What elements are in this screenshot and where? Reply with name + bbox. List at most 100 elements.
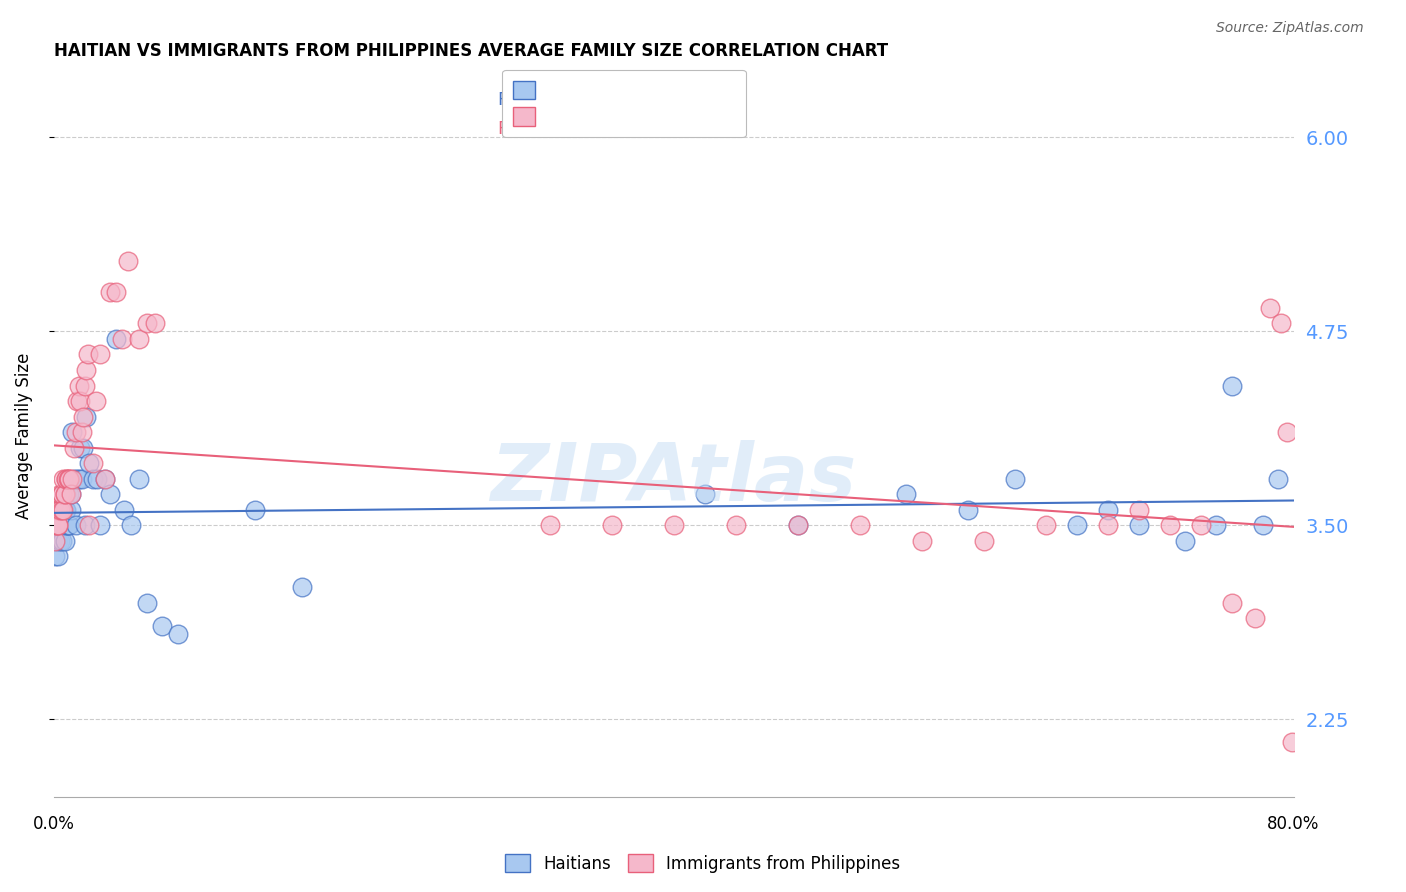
Point <box>63 441 86 455</box>
Point <box>59 487 82 501</box>
Point <box>52 472 75 486</box>
Point <box>55 487 77 501</box>
Point <box>55 518 77 533</box>
Point <box>70 425 93 439</box>
Point <box>1267 472 1289 486</box>
Point <box>112 502 135 516</box>
Point <box>65 518 87 533</box>
Point <box>52 518 75 533</box>
Point <box>75 409 97 424</box>
Text: N = 64: N = 64 <box>640 120 720 138</box>
Text: 80.0%: 80.0% <box>1267 815 1320 833</box>
Point <box>59 502 82 516</box>
Point <box>73 518 96 533</box>
Point <box>1097 502 1119 516</box>
Point <box>48 533 70 548</box>
Point <box>55 472 77 486</box>
Point <box>94 472 117 486</box>
Text: Source: ZipAtlas.com: Source: ZipAtlas.com <box>1216 21 1364 35</box>
Point <box>111 332 134 346</box>
Point <box>1277 425 1299 439</box>
Point <box>69 394 91 409</box>
Point <box>58 518 80 533</box>
Point <box>72 409 94 424</box>
Point <box>66 394 89 409</box>
Point <box>1035 518 1057 533</box>
Point <box>49 487 72 501</box>
Point <box>1220 596 1243 610</box>
Point <box>51 487 73 501</box>
Legend:                                  ,                                  : , <box>502 70 747 137</box>
Point <box>58 472 80 486</box>
Point <box>55 502 77 516</box>
Point <box>49 502 72 516</box>
Point <box>1159 518 1181 533</box>
Point <box>53 487 76 501</box>
Point <box>48 549 70 564</box>
Point <box>693 487 716 501</box>
Point <box>52 502 75 516</box>
Point <box>135 596 157 610</box>
Point <box>65 425 87 439</box>
Point <box>89 518 111 533</box>
Point <box>45 502 67 516</box>
Point <box>786 518 808 533</box>
Point <box>45 533 67 548</box>
Point <box>79 456 101 470</box>
Point <box>53 502 76 516</box>
Point <box>45 518 67 533</box>
Point <box>538 518 561 533</box>
Text: R = 0.201: R = 0.201 <box>498 120 588 138</box>
Point <box>291 580 314 594</box>
Text: R = 0.285: R = 0.285 <box>498 91 588 109</box>
Point <box>245 502 267 516</box>
Point <box>98 285 121 300</box>
Point <box>150 619 173 633</box>
Point <box>51 502 73 516</box>
Point <box>143 317 166 331</box>
Point <box>53 533 76 548</box>
Text: HAITIAN VS IMMIGRANTS FROM PHILIPPINES AVERAGE FAMILY SIZE CORRELATION CHART: HAITIAN VS IMMIGRANTS FROM PHILIPPINES A… <box>53 42 889 60</box>
Point <box>84 394 107 409</box>
Point <box>69 441 91 455</box>
Point <box>55 472 77 486</box>
Point <box>1189 518 1212 533</box>
Point <box>49 518 72 533</box>
Point <box>1174 533 1197 548</box>
Point <box>53 487 76 501</box>
Point <box>44 533 66 548</box>
Point <box>56 472 79 486</box>
Point <box>45 502 67 516</box>
Point <box>49 518 72 533</box>
Point <box>44 518 66 533</box>
Point <box>910 533 932 548</box>
Point <box>77 347 100 361</box>
Point <box>66 472 89 486</box>
Point <box>94 472 117 486</box>
Point <box>79 518 101 533</box>
Point <box>73 378 96 392</box>
Point <box>44 549 66 564</box>
Point <box>128 332 150 346</box>
Point <box>62 425 84 439</box>
Point <box>75 363 97 377</box>
Point <box>53 518 76 533</box>
Point <box>51 533 73 548</box>
Point <box>62 472 84 486</box>
Point <box>86 472 108 486</box>
Point <box>59 487 82 501</box>
Point <box>120 518 142 533</box>
Point <box>1128 518 1150 533</box>
Point <box>1128 502 1150 516</box>
Point <box>72 441 94 455</box>
Point <box>104 285 127 300</box>
Point <box>104 332 127 346</box>
Point <box>89 347 111 361</box>
Point <box>49 518 72 533</box>
Point <box>51 518 73 533</box>
Point <box>48 518 70 533</box>
Point <box>98 487 121 501</box>
Point <box>45 518 67 533</box>
Point <box>48 518 70 533</box>
Point <box>973 533 995 548</box>
